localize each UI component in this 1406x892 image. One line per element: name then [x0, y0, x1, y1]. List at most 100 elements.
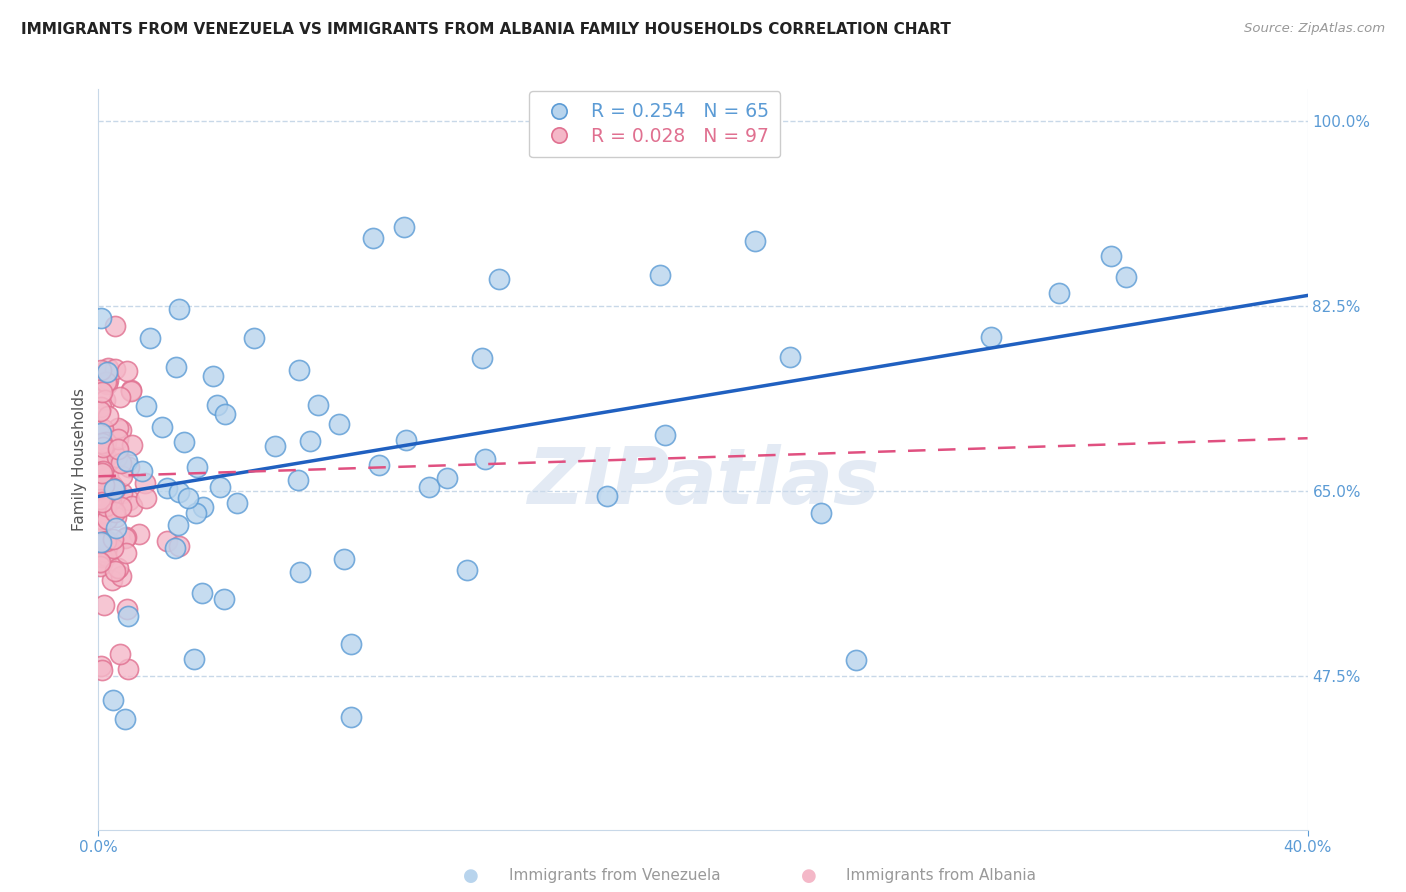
Point — [104, 521, 127, 535]
Point — [474, 452, 496, 467]
Point — [91, 464, 114, 478]
Point — [169, 539, 191, 553]
Point — [131, 464, 153, 478]
Point — [191, 586, 214, 600]
Point — [115, 363, 138, 377]
Point — [810, 506, 832, 520]
Point — [91, 440, 114, 454]
Point — [90, 658, 112, 673]
Point — [91, 466, 114, 480]
Point — [340, 637, 363, 651]
Point — [110, 500, 132, 514]
Point — [97, 468, 120, 483]
Point — [103, 483, 125, 497]
Point — [471, 351, 494, 366]
Point — [93, 446, 115, 460]
Point — [89, 517, 111, 532]
Point — [90, 425, 112, 440]
Text: ●: ● — [463, 867, 479, 885]
Point — [107, 442, 129, 456]
Point — [184, 506, 207, 520]
Point — [100, 478, 122, 492]
Point — [96, 377, 118, 392]
Point — [96, 483, 118, 497]
Point — [101, 478, 124, 492]
Point — [97, 534, 120, 549]
Point — [114, 532, 136, 546]
Point — [290, 565, 312, 579]
Point — [1099, 249, 1122, 263]
Point — [89, 465, 111, 479]
Point — [156, 533, 179, 548]
Point — [114, 712, 136, 726]
Point — [264, 439, 287, 453]
Point — [96, 450, 118, 465]
Point — [96, 376, 118, 390]
Point — [104, 505, 127, 519]
Point — [333, 552, 356, 566]
Point — [205, 398, 228, 412]
Point — [105, 510, 128, 524]
Point — [97, 360, 120, 375]
Text: ZIPatlas: ZIPatlas — [527, 443, 879, 520]
Point — [94, 438, 117, 452]
Point — [110, 423, 132, 437]
Point — [90, 512, 112, 526]
Point — [111, 469, 134, 483]
Point — [90, 556, 112, 570]
Point — [89, 536, 111, 550]
Point — [104, 482, 127, 496]
Text: ●: ● — [800, 867, 817, 885]
Point — [89, 403, 111, 417]
Point — [167, 485, 190, 500]
Point — [980, 329, 1002, 343]
Point — [167, 518, 190, 533]
Point — [243, 331, 266, 345]
Point — [209, 480, 232, 494]
Point — [183, 652, 205, 666]
Point — [93, 477, 115, 491]
Point — [135, 491, 157, 505]
Point — [107, 561, 129, 575]
Point — [89, 525, 111, 540]
Point — [93, 598, 115, 612]
Point — [138, 331, 160, 345]
Point — [117, 608, 139, 623]
Point — [91, 489, 114, 503]
Point — [307, 398, 329, 412]
Point — [654, 428, 676, 442]
Point — [91, 384, 114, 399]
Legend:  R = 0.254   N = 65,  R = 0.028   N = 97: R = 0.254 N = 65, R = 0.028 N = 97 — [529, 91, 780, 157]
Point — [165, 359, 187, 374]
Point — [97, 409, 120, 424]
Point — [212, 592, 235, 607]
Point — [395, 433, 418, 447]
Point — [120, 384, 142, 399]
Point — [94, 549, 117, 563]
Point — [97, 373, 120, 387]
Point — [91, 437, 114, 451]
Point — [135, 399, 157, 413]
Point — [288, 363, 311, 377]
Point — [96, 366, 118, 380]
Point — [90, 400, 112, 414]
Point — [173, 435, 195, 450]
Point — [91, 422, 114, 436]
Point — [103, 533, 125, 547]
Point — [89, 491, 111, 506]
Point — [89, 559, 111, 574]
Point — [104, 564, 127, 578]
Point — [91, 549, 114, 564]
Point — [89, 555, 111, 569]
Point — [118, 459, 141, 474]
Point — [287, 473, 309, 487]
Point — [100, 573, 122, 587]
Point — [104, 319, 127, 334]
Point — [167, 302, 190, 317]
Point — [488, 272, 510, 286]
Point — [121, 499, 143, 513]
Point — [91, 663, 114, 677]
Point — [90, 535, 112, 549]
Point — [744, 235, 766, 249]
Point — [103, 541, 125, 555]
